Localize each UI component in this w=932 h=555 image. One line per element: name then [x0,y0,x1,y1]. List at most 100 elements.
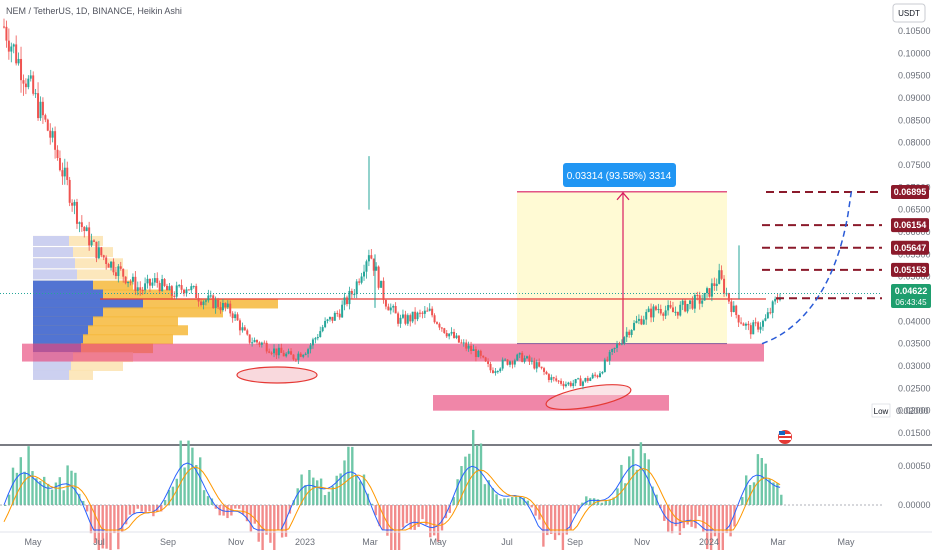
candle-body [350,290,353,295]
oscillator-bar [522,497,526,505]
oscillator-bar [269,505,272,543]
candle-body [273,348,276,354]
candle-body [742,323,745,326]
measure-box [517,191,727,344]
price-tick-label: 0.03000 [898,361,931,371]
candle-body [397,313,400,324]
oscillator-bar [339,473,342,505]
candle-body [708,288,711,297]
candle-body [12,44,15,47]
candle-body [360,276,363,283]
main-pane[interactable] [0,0,882,443]
candle-body [170,286,173,296]
oscillator-bar [202,490,206,505]
candle-body [771,301,774,313]
candle-body [431,308,434,316]
candle-body [523,358,526,362]
oscillator-bar [312,477,315,505]
candle-body [212,295,215,309]
oscillator-bar [448,505,451,513]
us-flag-icon[interactable] [778,430,792,444]
candle-body [698,295,701,304]
candle-body [421,312,424,314]
volume-profile-bar [33,258,123,269]
volume-profile-bar [33,325,188,336]
oscillator-bar [585,496,588,505]
candle-body [776,298,779,300]
candle-body [460,342,463,344]
oscillator-bar [292,500,295,505]
candle-body [156,278,159,283]
candle-body [183,289,186,294]
candle-body [577,378,580,380]
oscillator-axis[interactable]: 0.00050 0.00000 [898,461,931,510]
oscillator-bar [452,497,455,505]
candle-body [645,311,648,320]
candle-body [229,303,232,314]
oscillator-bar [280,505,284,538]
candle-body [450,331,453,334]
candle-body [528,356,531,362]
currency-label[interactable]: USDT [898,9,920,18]
candle-body [309,345,312,350]
oscillator-bar [752,482,756,505]
candle-body [102,255,105,258]
candle-body [611,349,614,352]
oscillator-bar [530,505,533,508]
oscillator-bar [124,505,128,525]
oscillator-bar [117,505,120,550]
candle-body [5,26,8,41]
candle-body [628,331,631,335]
candle-body [10,46,13,52]
candle-body [545,371,548,375]
candles-layer [3,18,781,390]
candle-body [136,287,139,291]
candle-body [49,130,52,138]
candle-body [608,351,611,361]
oscillator-bar [39,481,42,505]
target-tag: 0.05153 [891,262,929,277]
oscillator-bar [421,505,424,520]
candle-body [557,380,560,382]
candle-body [567,382,570,385]
candle-body [63,167,66,177]
candle-body [221,303,224,311]
candle-body [703,293,706,301]
time-tick-label: Jul [93,537,105,547]
candle-body [603,359,606,372]
volume-profile-bar [33,235,69,246]
candle-body [487,361,490,364]
oscillator-bar [206,496,210,505]
candle-body [674,311,677,313]
oscillator-bar [483,484,487,505]
candle-body [521,352,524,362]
oscillator-bar [93,505,97,544]
candle-body [769,312,772,314]
oscillator-pane[interactable] [3,429,783,555]
oscillator-bar [491,488,494,505]
volume-profile-bar [33,298,278,309]
volume-profile-bar [33,280,93,291]
oscillator-bar [82,500,85,505]
candle-body [15,44,18,64]
candle-body [482,355,485,358]
candle-body [540,366,543,369]
oscillator-bar [561,505,565,554]
price-tick-label: 0.08500 [898,115,931,125]
oscillator-bar [163,500,167,505]
symbol-legend[interactable]: NEM / TetherUS, 1D, BINANCE, Heikin Ashi [6,6,182,16]
candle-body [114,272,117,276]
time-axis[interactable]: May Jul Sep Nov 2023 Mar May Jul Sep Nov 2024 Mar Ma… [24,537,855,547]
candle-body [93,240,96,242]
time-tick-label: May [429,537,447,547]
candle-body [496,371,499,373]
candle-body [506,359,509,365]
oscillator-bar [674,505,678,527]
candle-body [61,170,64,177]
candle-body [260,342,263,345]
time-tick-label: May [24,537,42,547]
currency-button[interactable]: USDT [892,3,926,23]
candle-body [321,327,324,332]
